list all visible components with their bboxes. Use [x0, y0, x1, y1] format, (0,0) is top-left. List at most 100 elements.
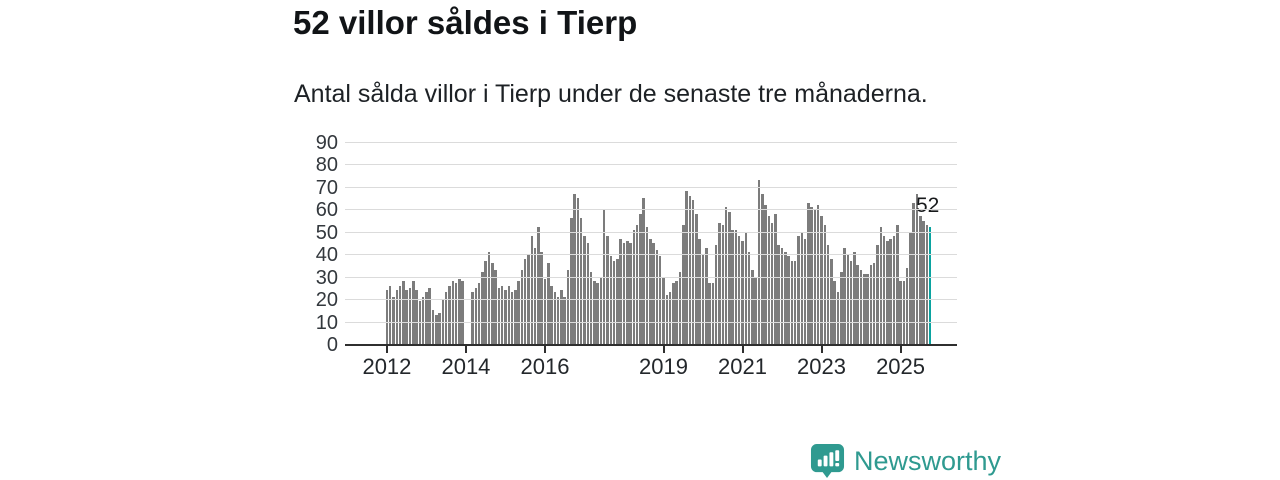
bar	[438, 312, 441, 344]
bar	[826, 245, 830, 344]
gridline	[345, 321, 957, 323]
bar	[830, 258, 833, 344]
bar	[751, 269, 754, 344]
y-tick-label: 70	[315, 176, 338, 199]
bar	[629, 243, 632, 344]
x-tick-mark	[820, 345, 823, 353]
bar	[856, 265, 859, 344]
y-tick-label: 0	[326, 334, 338, 356]
x-tick-mark	[662, 345, 665, 353]
gridline	[345, 186, 957, 188]
bar	[388, 285, 392, 344]
x-tick-label: 2025	[876, 354, 926, 379]
x-tick-label: 2023	[797, 354, 846, 379]
bar	[500, 285, 504, 344]
bar	[866, 274, 869, 344]
bar	[695, 213, 698, 344]
bar	[721, 225, 724, 344]
gridline	[345, 142, 957, 143]
bar	[675, 281, 678, 344]
x-tick-mark	[741, 345, 744, 353]
bar	[919, 216, 922, 344]
bar	[589, 272, 593, 344]
bar	[632, 229, 636, 344]
bar	[876, 245, 879, 344]
bar	[774, 213, 777, 344]
highlighted-bar	[928, 227, 932, 344]
bar	[764, 204, 767, 344]
bar	[520, 269, 524, 344]
bar	[741, 240, 744, 344]
bar	[688, 195, 692, 344]
bar	[530, 236, 534, 344]
page-subtitle: Antal sålda villor i Tierp under de sena…	[294, 80, 928, 108]
x-tick-mark	[464, 345, 467, 353]
bar	[807, 202, 810, 344]
bar	[553, 292, 557, 344]
bar	[820, 216, 823, 344]
bar	[481, 272, 484, 344]
y-axis-labels: 0 10 20 30 40 50 60 70 80 90	[250, 133, 338, 355]
bar	[405, 290, 408, 344]
bar	[593, 281, 596, 344]
y-tick-label: 60	[315, 199, 338, 222]
bar	[606, 236, 609, 344]
bar	[560, 290, 563, 344]
gridline	[345, 254, 957, 256]
bar	[889, 238, 892, 344]
x-tick-label: 2014	[441, 354, 491, 379]
bar	[408, 287, 412, 344]
bar	[523, 258, 527, 344]
bar	[777, 245, 780, 344]
bar	[642, 198, 645, 344]
bar	[691, 200, 695, 344]
bar	[487, 251, 491, 344]
gridline	[345, 164, 957, 166]
bar	[652, 243, 655, 344]
y-tick-label: 10	[315, 311, 338, 334]
bar	[836, 292, 840, 344]
bar	[494, 269, 497, 344]
bar	[859, 269, 863, 344]
bar	[734, 229, 738, 344]
bar	[566, 269, 570, 344]
bar	[925, 225, 929, 344]
bar	[573, 193, 576, 344]
bar	[882, 236, 886, 344]
bar	[737, 236, 741, 344]
x-tick-label: 2021	[718, 354, 767, 379]
bar	[863, 274, 866, 344]
bar	[872, 263, 876, 344]
x-axis: 2012 2014 2016 2019 2021 2023 2025	[345, 345, 957, 385]
bar	[540, 251, 543, 344]
bar	[448, 285, 451, 344]
bar	[705, 247, 708, 344]
bar	[645, 227, 649, 344]
y-tick-label: 50	[315, 221, 338, 244]
bar	[754, 276, 757, 344]
x-tick-label: 2019	[639, 354, 688, 379]
bar	[563, 296, 566, 344]
bar	[576, 198, 580, 344]
bar	[708, 283, 711, 344]
latest-value-label: 52	[916, 194, 940, 217]
bar	[537, 227, 540, 344]
bar	[635, 225, 639, 344]
bar	[899, 281, 902, 344]
brand-name: Newsworthy	[854, 445, 1002, 476]
bar	[395, 290, 399, 344]
x-axis-line	[345, 344, 957, 346]
bar	[816, 204, 820, 344]
bar	[550, 285, 553, 344]
bar	[421, 296, 425, 344]
y-tick-label: 30	[315, 266, 338, 289]
bar	[869, 265, 873, 344]
bar	[599, 276, 603, 344]
speech-bubble-bar-chart-icon	[810, 443, 845, 479]
bar	[477, 283, 481, 344]
bar	[787, 256, 790, 344]
bar	[626, 240, 629, 344]
bar	[392, 296, 395, 344]
bar	[484, 260, 487, 344]
